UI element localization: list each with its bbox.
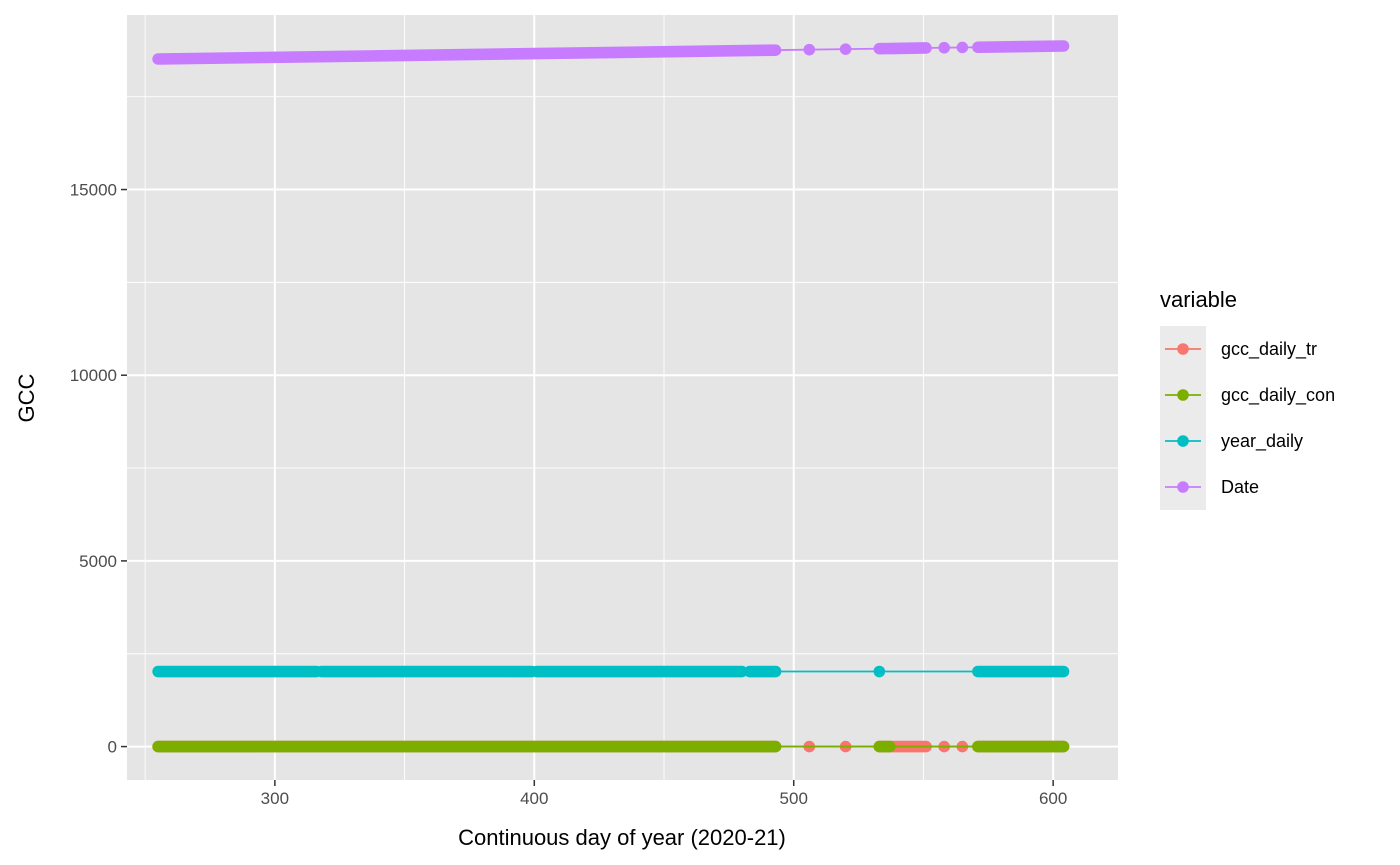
y-tick-label-15000: 15000 [70, 181, 117, 200]
legend-key-year_daily [1165, 435, 1201, 447]
series-point-Date-506 [803, 43, 816, 56]
y-tick-labels: 0 5000 10000 15000 [70, 181, 117, 757]
axis-ticks [121, 188, 1054, 786]
legend-key-point-year_daily [1177, 435, 1189, 447]
x-tick-label-600: 600 [1039, 789, 1067, 808]
series-point-Date-558 [938, 41, 950, 54]
series-point-Date-520 [839, 43, 852, 55]
series-points-run-Date-1 [873, 42, 932, 55]
legend-key-gcc_daily_con [1165, 389, 1201, 401]
x-axis-title: Continuous day of year (2020-21) [458, 825, 786, 850]
series-point-Date-565 [956, 41, 969, 54]
x-tick-label-500: 500 [780, 789, 808, 808]
y-tick-label-10000: 10000 [70, 366, 117, 385]
legend-label-Date: Date [1221, 477, 1259, 497]
legend-label-gcc_daily_tr: gcc_daily_tr [1221, 339, 1317, 360]
series-points-run-Date-2 [972, 40, 1070, 54]
series-Date [152, 40, 1070, 65]
series-points-run-Date-0 [152, 44, 782, 65]
y-tick-label-5000: 5000 [79, 552, 117, 571]
legend-label-gcc_daily_con: gcc_daily_con [1221, 385, 1335, 406]
series-year_daily [152, 665, 1070, 678]
x-tick-label-300: 300 [261, 789, 289, 808]
x-tick-labels: 300 400 500 600 [261, 789, 1068, 808]
x-tick-label-400: 400 [520, 789, 548, 808]
legend: variable gcc_daily_tr gcc_daily_con year… [1160, 287, 1335, 510]
legend-key-point-gcc_daily_con [1177, 389, 1189, 401]
series-point-year_daily-533 [873, 665, 886, 678]
grid-minor [127, 15, 1118, 780]
y-axis-title: GCC [14, 373, 39, 422]
legend-key-Date [1165, 481, 1201, 493]
legend-title: variable [1160, 287, 1237, 312]
y-tick-label-0: 0 [108, 738, 117, 757]
legend-keys [1165, 343, 1201, 493]
legend-key-point-gcc_daily_tr [1177, 343, 1189, 355]
legend-label-year_daily: year_daily [1221, 431, 1303, 452]
legend-key-gcc_daily_tr [1165, 343, 1201, 355]
grid-major [127, 15, 1118, 780]
plot-panel [127, 15, 1118, 780]
legend-key-background [1160, 326, 1206, 510]
legend-key-point-Date [1177, 481, 1189, 493]
series-layer [152, 40, 1070, 753]
